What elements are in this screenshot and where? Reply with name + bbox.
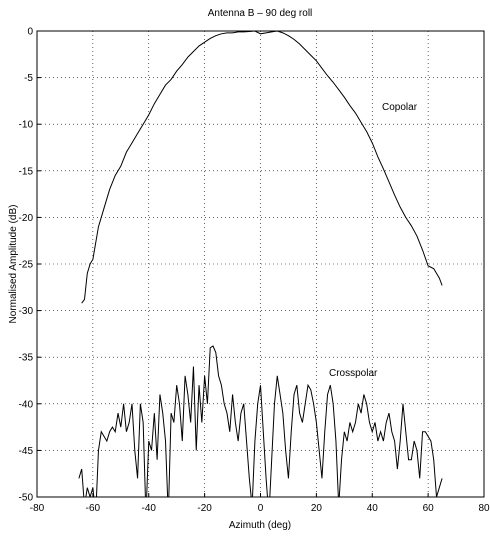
y-tick-label: -35 <box>19 353 34 364</box>
series-label: Copolar <box>382 102 418 113</box>
y-tick-label: -15 <box>19 166 34 177</box>
x-axis-label: Azimuth (deg) <box>229 520 291 531</box>
y-axis-label: Normalised Amplitude (dB) <box>8 205 19 324</box>
y-tick-label: -10 <box>19 120 34 131</box>
y-tick-label: -20 <box>19 213 34 224</box>
x-tick-label: 20 <box>311 503 323 514</box>
series-line <box>81 31 443 304</box>
y-tick-label: 0 <box>27 27 33 38</box>
x-tick-label: 40 <box>367 503 379 514</box>
x-tick-label: -20 <box>197 503 212 514</box>
y-tick-label: -50 <box>19 493 34 504</box>
y-tick-label: -45 <box>19 446 34 457</box>
x-tick-label: 60 <box>423 503 435 514</box>
x-tick-label: -40 <box>142 503 157 514</box>
y-tick-label: -25 <box>19 260 34 271</box>
plot-lines <box>78 31 443 497</box>
y-tick-label: -30 <box>19 306 34 317</box>
chart-title: Antenna B – 90 deg roll <box>208 8 313 19</box>
series-line <box>78 345 443 497</box>
y-tick-label: -40 <box>19 399 34 410</box>
x-tick-label: 80 <box>478 503 490 514</box>
x-tick-label: -60 <box>86 503 101 514</box>
x-tick-label: -80 <box>30 503 45 514</box>
series-label: Crosspolar <box>329 368 378 379</box>
y-tick-label: -5 <box>24 73 33 84</box>
x-tick-label: 0 <box>258 503 264 514</box>
